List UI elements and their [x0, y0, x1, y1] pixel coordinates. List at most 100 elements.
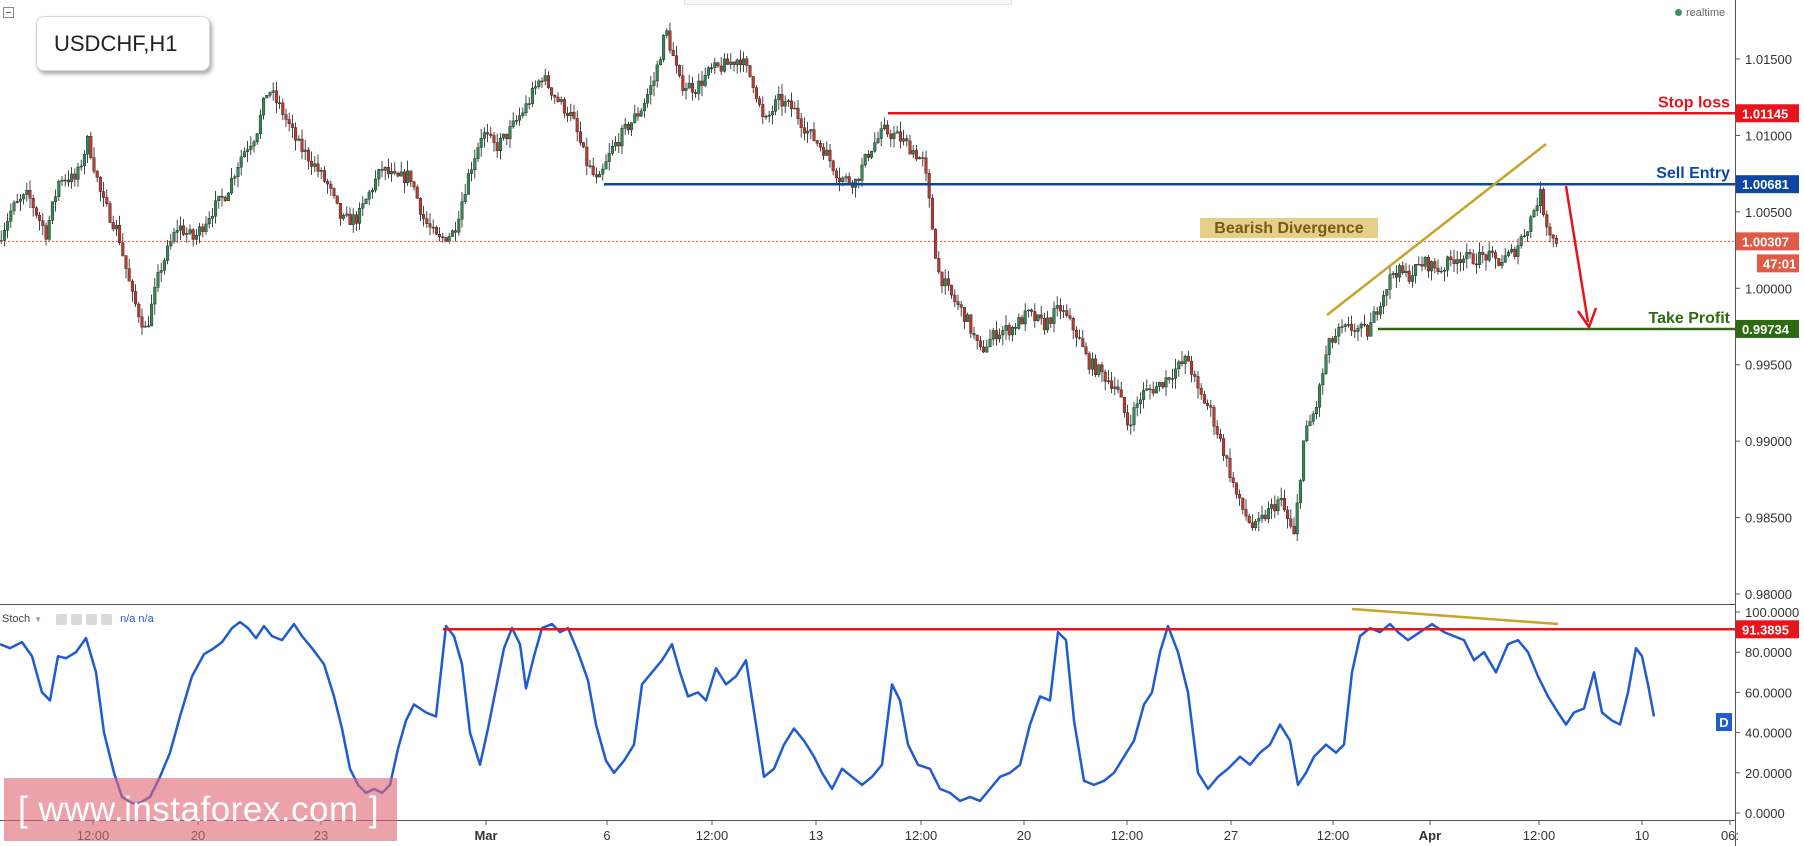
candle-body: [639, 110, 643, 117]
candle-body: [326, 181, 330, 185]
candle-body: [962, 307, 966, 322]
candle-body: [578, 131, 582, 143]
candle-body: [614, 142, 618, 147]
candle-body: [233, 176, 237, 179]
candle-body: [1490, 250, 1494, 253]
candle-body: [322, 170, 326, 182]
candle-body: [1010, 326, 1014, 336]
candle-body: [41, 220, 45, 226]
candle-body: [1289, 518, 1293, 527]
time-tick-label: 27: [1224, 828, 1238, 843]
candle-body: [1318, 384, 1322, 408]
candle-body: [1014, 326, 1018, 329]
candle-body: [1308, 421, 1312, 427]
candle-body: [1110, 380, 1114, 389]
candle-body: [380, 169, 384, 171]
candle-body: [786, 100, 790, 103]
candle-body: [1071, 317, 1075, 331]
candle-body: [1401, 265, 1405, 273]
candle-body: [1055, 305, 1059, 309]
candle-body: [34, 207, 38, 216]
candle-body: [617, 142, 621, 147]
price-chart[interactable]: [0, 22, 1735, 542]
candle-body: [1366, 325, 1370, 337]
candle-body: [1049, 317, 1053, 324]
candle-body: [652, 80, 656, 86]
candle-body: [220, 195, 224, 198]
candle-body: [2, 230, 6, 241]
candle-body: [873, 142, 877, 152]
time-tick-label: 12:00: [1523, 828, 1556, 843]
candle-body: [1266, 508, 1270, 520]
candle-body: [1369, 322, 1373, 337]
countdown-tag: 47:01: [1763, 256, 1796, 271]
candle-body: [18, 198, 22, 202]
candle-body: [790, 100, 794, 110]
stoch-tick-label: 20.0000: [1745, 766, 1792, 781]
collapse-button[interactable]: [3, 7, 14, 18]
candle-body: [6, 221, 10, 231]
divergence-trendline: [1326, 143, 1547, 316]
chevron-down-icon[interactable]: ▼: [34, 614, 43, 624]
candle-body: [1132, 407, 1136, 426]
take-profit-label: Take Profit: [1649, 310, 1731, 327]
candle-body: [674, 55, 678, 66]
candle-body: [1302, 440, 1306, 481]
stoch-name[interactable]: Stoch: [2, 613, 31, 625]
candle-body: [1388, 274, 1392, 290]
candle-body: [390, 171, 394, 175]
candle-body: [364, 198, 368, 204]
candle-body: [722, 58, 726, 72]
candle-body: [1126, 412, 1130, 426]
candle-body: [518, 115, 522, 121]
settings-icon[interactable]: [56, 613, 68, 625]
stochastic-pane[interactable]: D: [0, 607, 1735, 805]
candle-body: [1500, 262, 1504, 266]
candle-body: [681, 75, 685, 91]
stoch-legend: Stoch ▼ n/a n/a: [2, 613, 154, 625]
candle-body: [1238, 494, 1242, 499]
candle-body: [498, 137, 502, 152]
candle-body: [73, 173, 77, 180]
time-tick-label: 6: [603, 828, 610, 843]
candle-body: [393, 171, 397, 174]
candle-body: [156, 272, 160, 288]
top-tab[interactable]: [684, 0, 1012, 5]
status-dot-icon: [1675, 9, 1682, 16]
stoch-badge: D: [1719, 715, 1728, 730]
candle-body: [60, 179, 64, 182]
candle-body: [473, 158, 477, 171]
symbol-label[interactable]: USDCHF,H1: [36, 16, 210, 71]
candle-body: [1142, 389, 1146, 400]
candle-body: [1094, 358, 1098, 375]
stoch-values: n/a n/a: [120, 613, 154, 625]
candle-body: [694, 92, 698, 94]
candle-body: [514, 120, 518, 122]
candle-body: [121, 242, 125, 256]
candle-body: [428, 223, 432, 228]
candle-body: [742, 58, 746, 66]
close-icon[interactable]: [101, 613, 113, 625]
hide-icon[interactable]: [71, 613, 83, 625]
candle-body: [764, 116, 768, 118]
candle-body: [1106, 380, 1110, 382]
candle-body: [1474, 263, 1478, 266]
candle-body: [550, 87, 554, 96]
time-tick-label: 12:00: [1111, 828, 1144, 843]
candle-body: [1513, 248, 1517, 257]
candle-body: [396, 173, 400, 177]
candle-body: [1545, 214, 1549, 228]
candle-body: [370, 189, 374, 193]
candle-body: [1407, 270, 1411, 282]
candle-body: [796, 107, 800, 119]
candle-body: [486, 132, 490, 135]
add-icon[interactable]: [86, 613, 98, 625]
stoch-tick-label: 80.0000: [1745, 645, 1792, 660]
candle-body: [754, 87, 758, 99]
candle-body: [1138, 399, 1142, 404]
price-tag-bg: [1736, 104, 1799, 123]
candle-body: [1039, 314, 1043, 319]
candle-body: [358, 208, 362, 224]
candle-body: [831, 160, 835, 172]
